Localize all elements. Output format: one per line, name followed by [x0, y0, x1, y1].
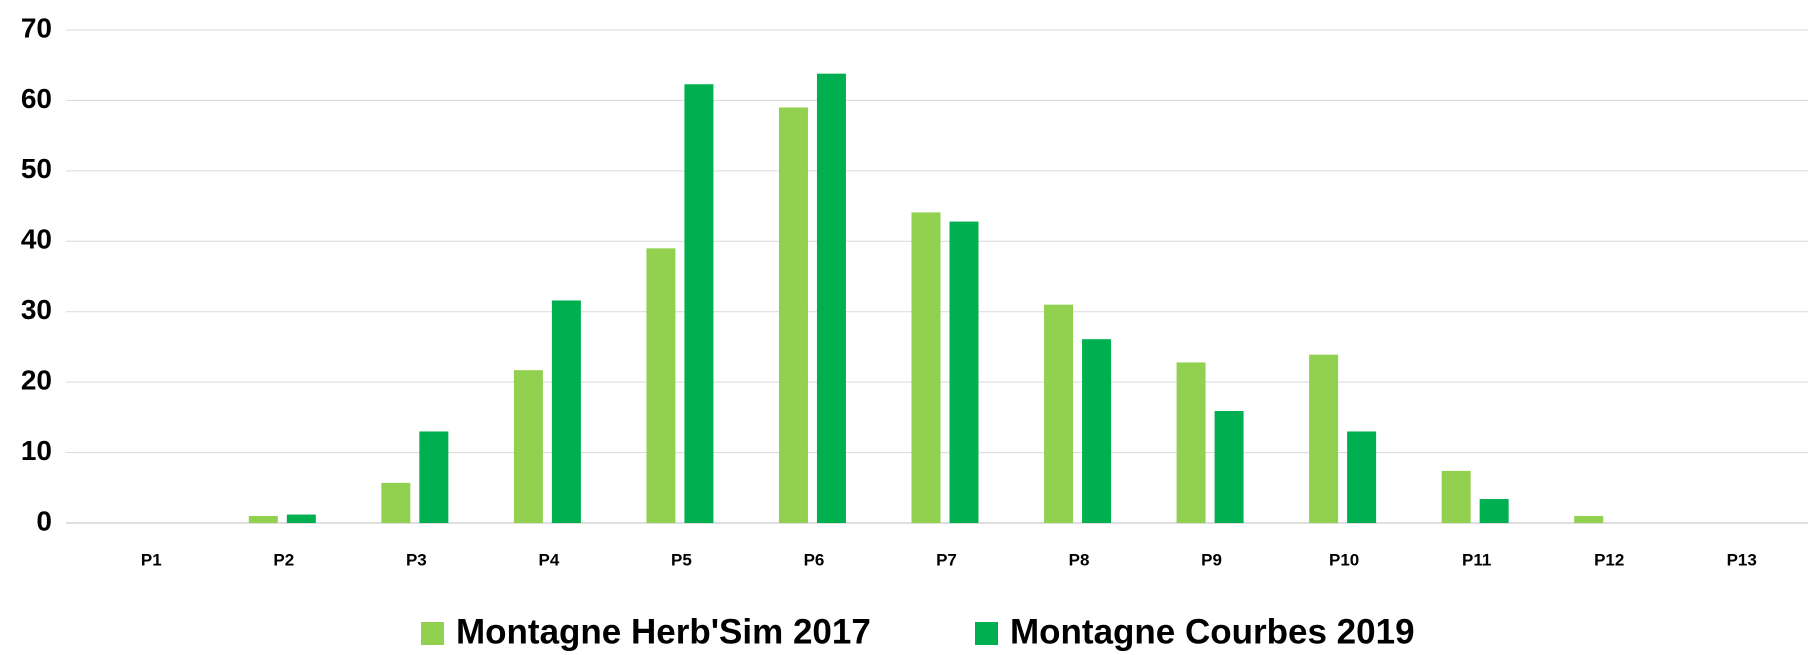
x-tick-label: P12	[1594, 550, 1624, 569]
x-tick-label: P7	[936, 550, 957, 569]
y-tick-label: 0	[36, 505, 52, 536]
legend-swatch	[421, 622, 444, 645]
y-tick-label: 70	[21, 12, 52, 43]
y-tick-label: 20	[21, 365, 52, 396]
legend-swatch	[975, 622, 998, 645]
legend-label: Montagne Courbes 2019	[1010, 612, 1415, 651]
x-tick-label: P11	[1462, 550, 1491, 569]
bar	[646, 248, 676, 524]
bar	[1441, 470, 1471, 523]
bar	[1574, 515, 1604, 523]
x-tick-label: P3	[406, 550, 427, 569]
bar	[816, 73, 846, 523]
bar	[684, 84, 714, 523]
bar	[286, 514, 316, 523]
bar	[1214, 411, 1244, 523]
bar	[778, 107, 808, 523]
y-tick-label: 60	[21, 83, 52, 114]
bar	[1347, 431, 1377, 523]
x-tick-label: P1	[141, 550, 162, 569]
x-tick-label: P8	[1069, 550, 1090, 569]
bar	[1044, 304, 1074, 523]
bar	[419, 431, 449, 523]
x-tick-label: P13	[1727, 550, 1757, 569]
bar	[1082, 339, 1112, 523]
bar	[1176, 362, 1206, 523]
bar	[551, 300, 581, 523]
x-tick-label: P9	[1201, 550, 1222, 569]
legend-label: Montagne Herb'Sim 2017	[456, 612, 871, 651]
x-tick-label: P4	[538, 550, 559, 569]
y-tick-label: 40	[21, 224, 52, 255]
bar	[949, 221, 979, 523]
y-tick-label: 50	[21, 153, 52, 184]
y-tick-label: 30	[21, 294, 52, 325]
x-tick-label: P2	[273, 550, 294, 569]
x-tick-label: P10	[1329, 550, 1359, 569]
bar	[248, 515, 278, 523]
bar	[1479, 499, 1509, 523]
x-tick-label: P5	[671, 550, 692, 569]
bar	[381, 482, 411, 523]
y-tick-label: 10	[21, 435, 52, 466]
bar	[911, 212, 941, 523]
bar	[513, 370, 543, 523]
x-tick-label: P6	[804, 550, 825, 569]
bar	[1309, 354, 1339, 523]
